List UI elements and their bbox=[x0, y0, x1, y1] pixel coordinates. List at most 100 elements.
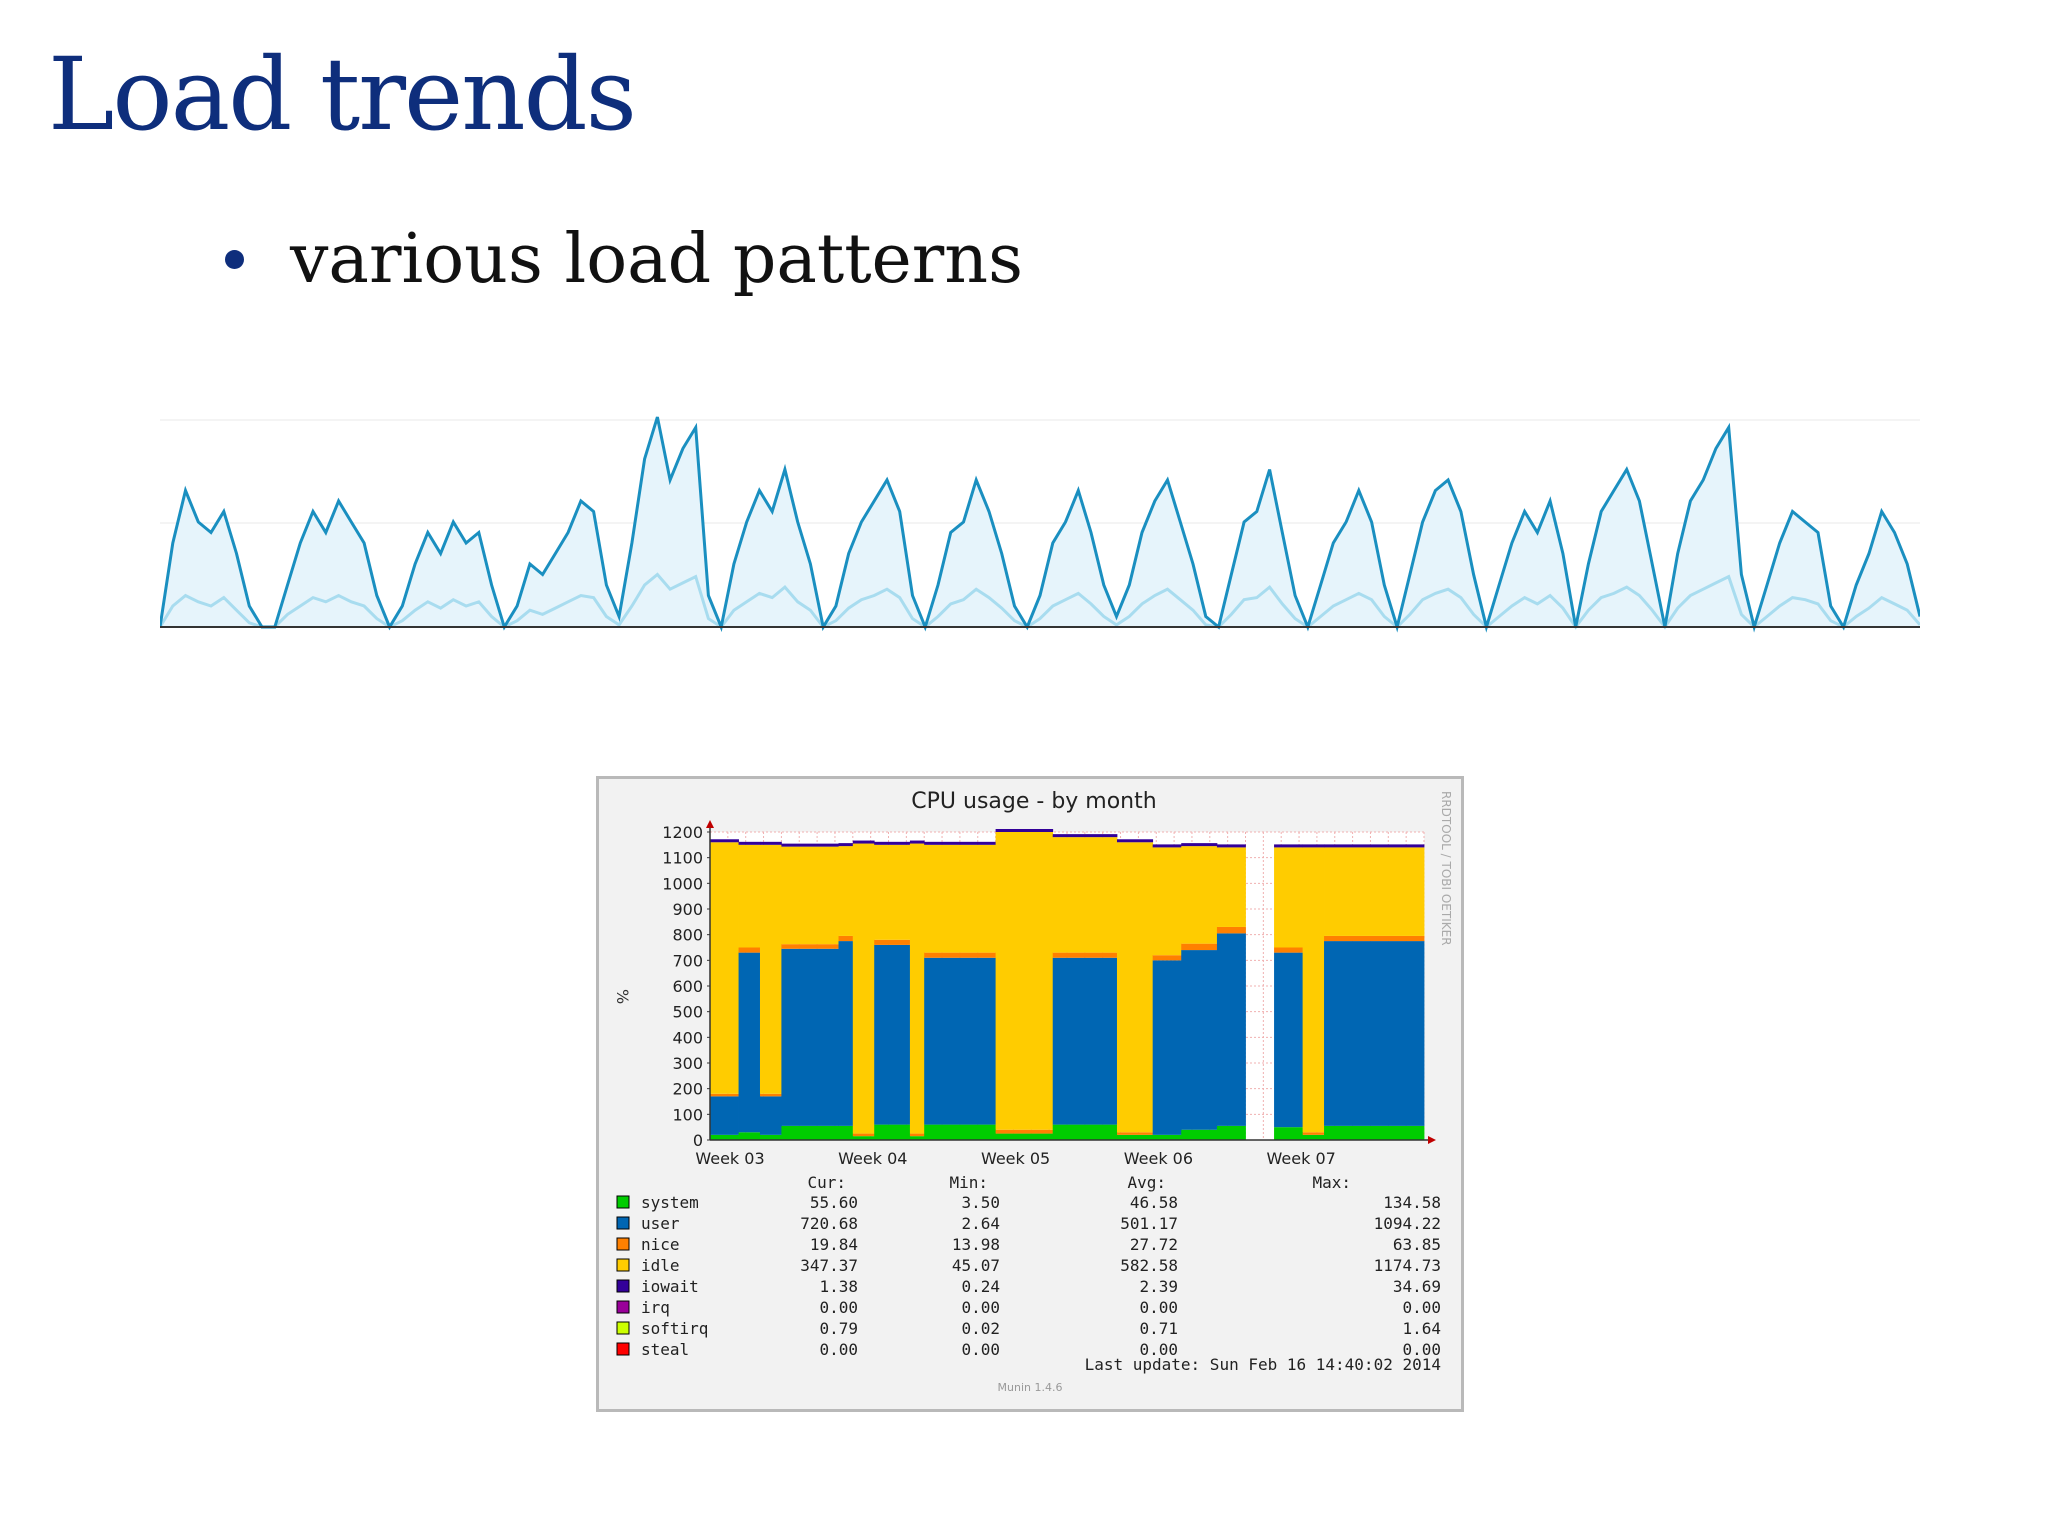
legend-name: iowait bbox=[641, 1277, 699, 1296]
legend-swatch bbox=[616, 1258, 630, 1272]
munin-area-user bbox=[1052, 957, 1118, 1125]
munin-area-nice bbox=[710, 1093, 739, 1097]
munin-legend-row-softirq: softirq 0.79 0.02 0.71 1.64 bbox=[616, 1319, 1441, 1338]
munin-area-idle bbox=[1052, 837, 1118, 953]
munin-area-nice bbox=[1052, 952, 1118, 958]
munin-y-tick-label: 700 bbox=[672, 951, 703, 970]
legend-value-max: 134.58 bbox=[1383, 1193, 1441, 1212]
munin-legend-row-nice: nice 19.84 13.98 27.72 63.85 bbox=[616, 1235, 1441, 1254]
trend-series-primary-line bbox=[160, 416, 1920, 633]
munin-area-system bbox=[852, 1136, 875, 1140]
munin-area-iowait bbox=[781, 843, 839, 847]
munin-area-idle bbox=[874, 844, 911, 940]
munin-area-system bbox=[924, 1124, 996, 1140]
munin-y-tick-label: 900 bbox=[672, 900, 703, 919]
munin-legend: Cur: Min: Avg: Max: system 55.60 3.50 46.58 134.… bbox=[616, 1173, 1441, 1359]
legend-value-avg: 2.39 bbox=[1139, 1277, 1178, 1296]
legend-value-min: 2.64 bbox=[961, 1214, 1000, 1233]
legend-value-min: 13.98 bbox=[952, 1235, 1000, 1254]
munin-area-user bbox=[738, 952, 761, 1133]
munin-last-update: Last update: Sun Feb 16 14:40:02 2014 bbox=[1085, 1355, 1441, 1374]
munin-area-nice bbox=[781, 944, 839, 949]
legend-swatch bbox=[616, 1279, 630, 1293]
slide-title: Load trends bbox=[48, 36, 637, 153]
munin-chart-title: CPU usage - by month bbox=[911, 789, 1156, 814]
munin-area-system bbox=[710, 1134, 739, 1140]
munin-area-idle bbox=[909, 843, 925, 1134]
munin-area-iowait bbox=[759, 841, 782, 845]
munin-area-iowait bbox=[710, 839, 739, 843]
munin-area-idle bbox=[738, 844, 761, 948]
munin-cpu-graph: CPU usage - by month RRDTOOL / TOBI OETI… bbox=[596, 776, 1464, 1412]
bullet-item: various load patterns bbox=[225, 220, 1023, 299]
legend-value-cur: 1.38 bbox=[819, 1277, 858, 1296]
munin-area-iowait bbox=[1152, 844, 1182, 848]
munin-y-tick-label: 1200 bbox=[662, 823, 703, 842]
munin-y-tick-label: 400 bbox=[672, 1028, 703, 1047]
munin-area-system bbox=[759, 1134, 782, 1140]
munin-area-nice bbox=[1302, 1132, 1325, 1135]
bullet-dot-icon bbox=[225, 250, 244, 269]
munin-area-nice bbox=[738, 947, 761, 953]
munin-legend-header: Max: bbox=[1312, 1173, 1351, 1192]
legend-value-min: 3.50 bbox=[961, 1193, 1000, 1212]
legend-swatch bbox=[616, 1195, 630, 1209]
legend-name: softirq bbox=[641, 1319, 708, 1338]
munin-x-tick-label: Week 03 bbox=[695, 1149, 764, 1168]
legend-value-cur: 0.00 bbox=[819, 1298, 858, 1317]
munin-stacked-areas bbox=[710, 829, 1425, 1140]
munin-area-iowait bbox=[909, 840, 925, 844]
legend-value-avg: 0.71 bbox=[1139, 1319, 1178, 1338]
munin-area-system bbox=[995, 1133, 1054, 1140]
munin-area-user bbox=[1181, 950, 1218, 1130]
legend-value-avg: 582.58 bbox=[1120, 1256, 1178, 1275]
legend-value-avg: 501.17 bbox=[1120, 1214, 1178, 1233]
munin-area-system bbox=[874, 1124, 911, 1140]
munin-area-idle bbox=[852, 843, 875, 1134]
bullet-text: various load patterns bbox=[290, 220, 1023, 299]
legend-value-cur: 347.37 bbox=[800, 1256, 858, 1275]
munin-area-user bbox=[710, 1096, 739, 1135]
munin-area-system bbox=[1216, 1125, 1246, 1140]
legend-name: system bbox=[641, 1193, 699, 1212]
munin-area-iowait bbox=[852, 840, 875, 844]
munin-x-tick-label: Week 05 bbox=[981, 1149, 1050, 1168]
legend-value-avg: 46.58 bbox=[1130, 1193, 1178, 1212]
munin-area-nice bbox=[1116, 1132, 1154, 1135]
munin-area-idle bbox=[1216, 847, 1246, 927]
munin-area-system bbox=[1152, 1134, 1182, 1140]
munin-x-ticks: Week 03 Week 04 Week 05 Week 06 Week 07 bbox=[695, 1149, 1335, 1168]
munin-legend-row-user: user 720.68 2.64 501.17 1094.22 bbox=[616, 1214, 1441, 1233]
legend-value-max: 1094.22 bbox=[1374, 1214, 1441, 1233]
munin-area-nice bbox=[852, 1133, 875, 1137]
munin-area-nice bbox=[1181, 943, 1218, 951]
munin-area-idle bbox=[1181, 846, 1218, 944]
munin-area-system bbox=[781, 1125, 839, 1140]
legend-swatch bbox=[616, 1216, 630, 1230]
munin-area-user bbox=[924, 957, 996, 1125]
legend-swatch bbox=[616, 1321, 630, 1335]
munin-y-tick-label: 200 bbox=[672, 1080, 703, 1099]
munin-area-iowait bbox=[1274, 844, 1304, 848]
legend-value-max: 0.00 bbox=[1402, 1340, 1441, 1359]
munin-area-idle bbox=[759, 844, 782, 1094]
legend-value-max: 1.64 bbox=[1402, 1319, 1441, 1338]
munin-legend-header: Avg: bbox=[1127, 1173, 1166, 1192]
legend-value-max: 0.00 bbox=[1402, 1298, 1441, 1317]
munin-y-tick-label: 500 bbox=[672, 1003, 703, 1022]
legend-value-max: 34.69 bbox=[1393, 1277, 1441, 1296]
legend-value-max: 1174.73 bbox=[1374, 1256, 1441, 1275]
munin-area-nice bbox=[1216, 926, 1246, 934]
munin-area-nice bbox=[995, 1129, 1054, 1134]
munin-footer: Munin 1.4.6 bbox=[998, 1381, 1063, 1394]
munin-area-system bbox=[1116, 1134, 1154, 1140]
munin-area-iowait bbox=[1324, 844, 1425, 848]
legend-value-min: 45.07 bbox=[952, 1256, 1000, 1275]
munin-y-tick-label: 1100 bbox=[662, 849, 703, 868]
legend-name: user bbox=[641, 1214, 680, 1233]
trend-area-fill bbox=[160, 417, 1920, 627]
munin-area-nice bbox=[759, 1093, 782, 1097]
munin-area-idle bbox=[1152, 847, 1182, 956]
munin-watermark: RRDTOOL / TOBI OETIKER bbox=[1439, 791, 1453, 946]
munin-area-idle bbox=[924, 844, 996, 953]
